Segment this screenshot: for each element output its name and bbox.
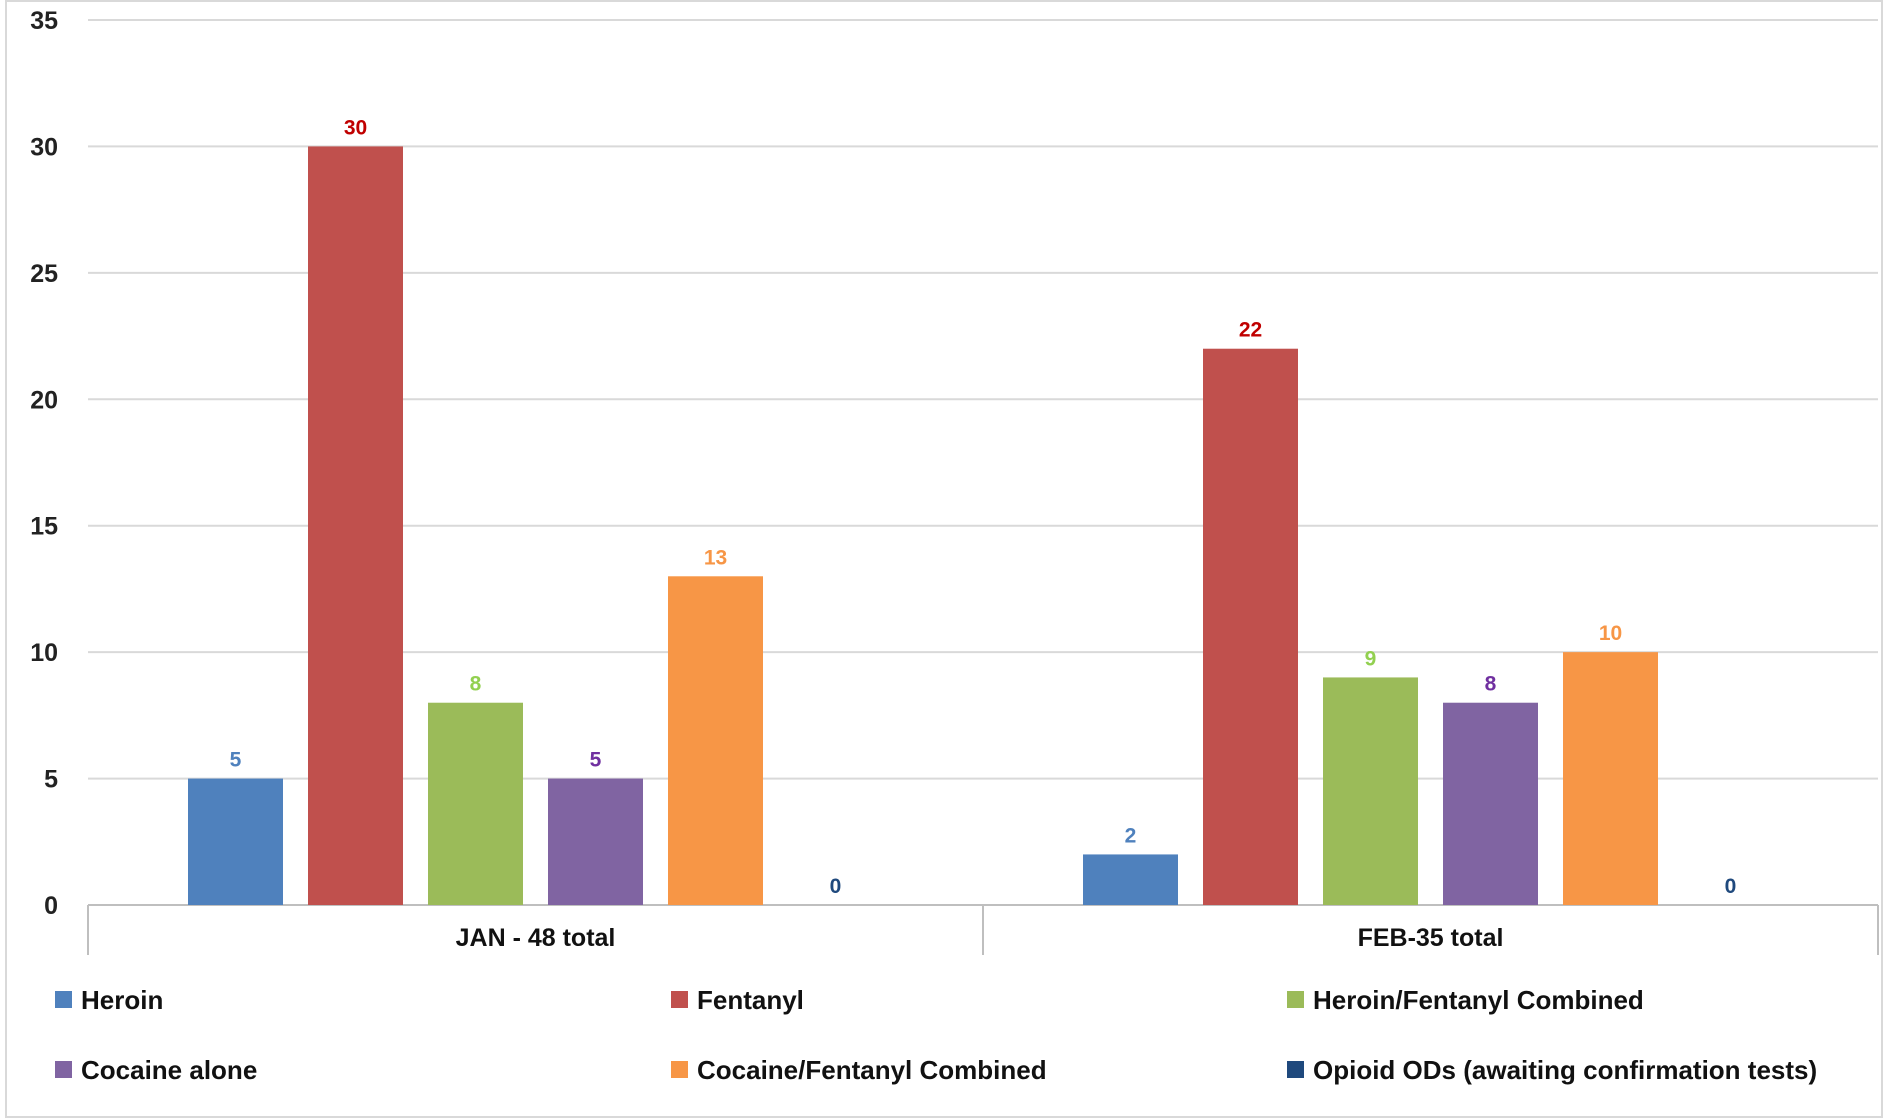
bar	[188, 778, 283, 905]
bar	[308, 146, 403, 905]
data-label: 5	[230, 749, 242, 772]
legend-label: Cocaine/Fentanyl Combined	[697, 1055, 1047, 1085]
x-category-label: JAN - 48 total	[456, 924, 616, 952]
legend-label: Heroin/Fentanyl Combined	[1313, 985, 1644, 1015]
data-label: 0	[830, 875, 842, 898]
x-category-label: FEB-35 total	[1358, 924, 1504, 952]
data-label: 9	[1365, 647, 1377, 670]
legend-label: Heroin	[81, 985, 163, 1015]
y-tick-label: 15	[30, 513, 58, 541]
data-label: 22	[1239, 319, 1262, 342]
legend-label: Fentanyl	[697, 985, 804, 1015]
legend: Heroin Fentanyl Heroin/Fentanyl Combined Co…	[55, 985, 1817, 1085]
bar	[668, 576, 763, 905]
legend-swatch	[1287, 1061, 1304, 1078]
y-tick-label: 20	[30, 386, 58, 414]
chart-border	[5, 0, 1883, 1118]
y-tick-label: 25	[30, 260, 58, 288]
y-tick-label: 35	[30, 7, 58, 35]
bar	[428, 702, 523, 905]
bar	[1563, 652, 1658, 905]
data-label: 13	[704, 546, 727, 569]
legend-swatch	[671, 991, 688, 1008]
legend-swatch	[55, 1061, 72, 1078]
y-tick-label: 30	[30, 133, 58, 161]
legend-swatch	[55, 991, 72, 1008]
y-tick-label: 10	[30, 639, 58, 667]
legend-label: Opioid ODs (awaiting confirmation tests)	[1313, 1055, 1817, 1085]
data-label: 8	[1485, 673, 1497, 696]
data-label: 0	[1725, 875, 1737, 898]
bar	[1443, 702, 1538, 905]
bar	[1203, 348, 1298, 905]
legend-label: Cocaine alone	[81, 1055, 257, 1085]
data-label: 2	[1125, 824, 1137, 847]
legend-swatch	[671, 1061, 688, 1078]
y-tick-label: 0	[44, 892, 58, 920]
bar	[1323, 677, 1418, 905]
bar	[548, 778, 643, 905]
data-label: 30	[344, 116, 367, 139]
bars	[188, 146, 1658, 905]
data-label: 8	[470, 673, 482, 696]
data-label: 5	[590, 749, 602, 772]
legend-swatch	[1287, 991, 1304, 1008]
bar	[1083, 854, 1178, 905]
data-label: 10	[1599, 622, 1622, 645]
y-tick-label: 5	[44, 766, 58, 794]
